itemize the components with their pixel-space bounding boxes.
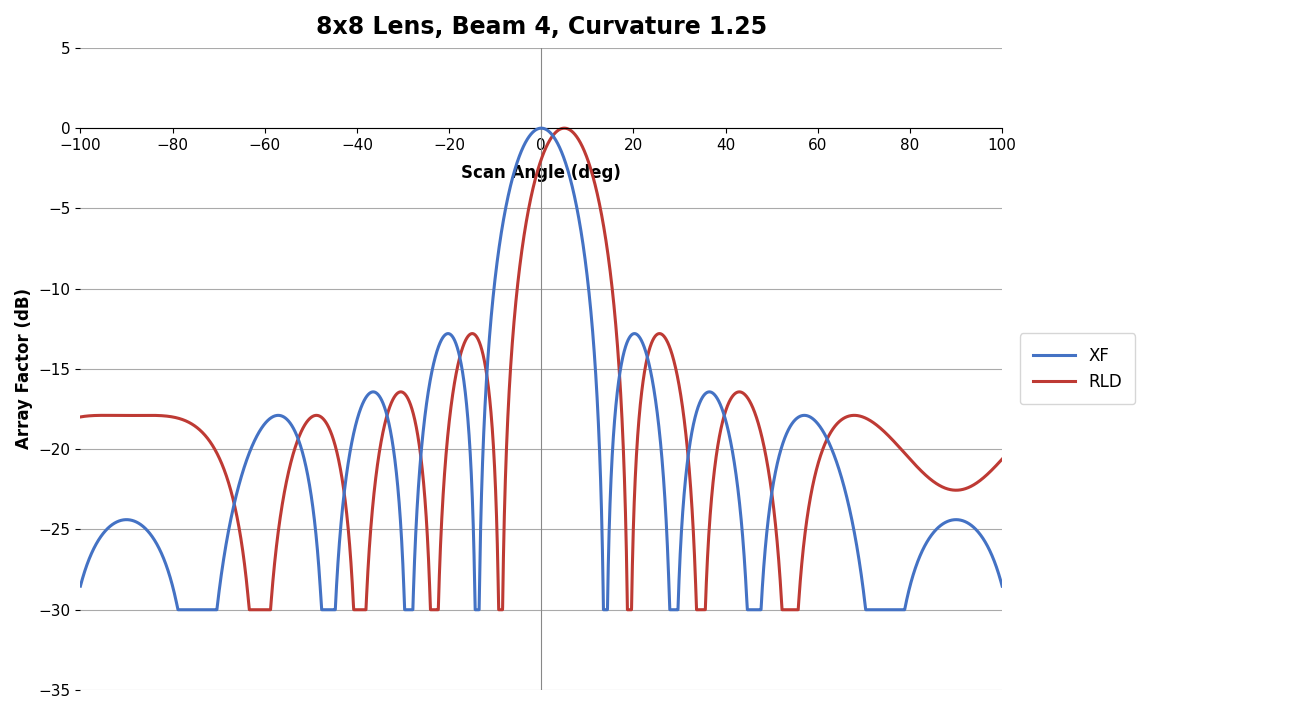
Legend: XF, RLD: XF, RLD — [1020, 333, 1135, 404]
Line: XF: XF — [80, 128, 1002, 610]
XF — [534, 124, 549, 132]
RLD — [994, 455, 1010, 463]
RLD — [658, 336, 674, 344]
XF — [994, 582, 1010, 590]
XF — [756, 560, 772, 568]
RLD — [407, 413, 422, 422]
RLD — [806, 479, 821, 488]
RLD — [119, 411, 135, 420]
XF — [806, 415, 821, 423]
X-axis label: Scan Angle (deg): Scan Angle (deg) — [462, 164, 621, 182]
RLD — [72, 413, 88, 421]
RLD — [556, 124, 572, 132]
XF — [119, 516, 135, 524]
RLD — [242, 605, 258, 614]
XF — [619, 341, 634, 349]
Title: 8x8 Lens, Beam 4, Curvature 1.25: 8x8 Lens, Beam 4, Curvature 1.25 — [315, 15, 766, 39]
XF — [658, 518, 674, 527]
XF — [72, 582, 88, 590]
RLD — [619, 531, 634, 540]
XF — [170, 605, 186, 614]
Y-axis label: Array Factor (dB): Array Factor (dB) — [14, 288, 33, 449]
Line: RLD: RLD — [80, 128, 1002, 610]
RLD — [756, 442, 772, 451]
XF — [407, 564, 422, 573]
